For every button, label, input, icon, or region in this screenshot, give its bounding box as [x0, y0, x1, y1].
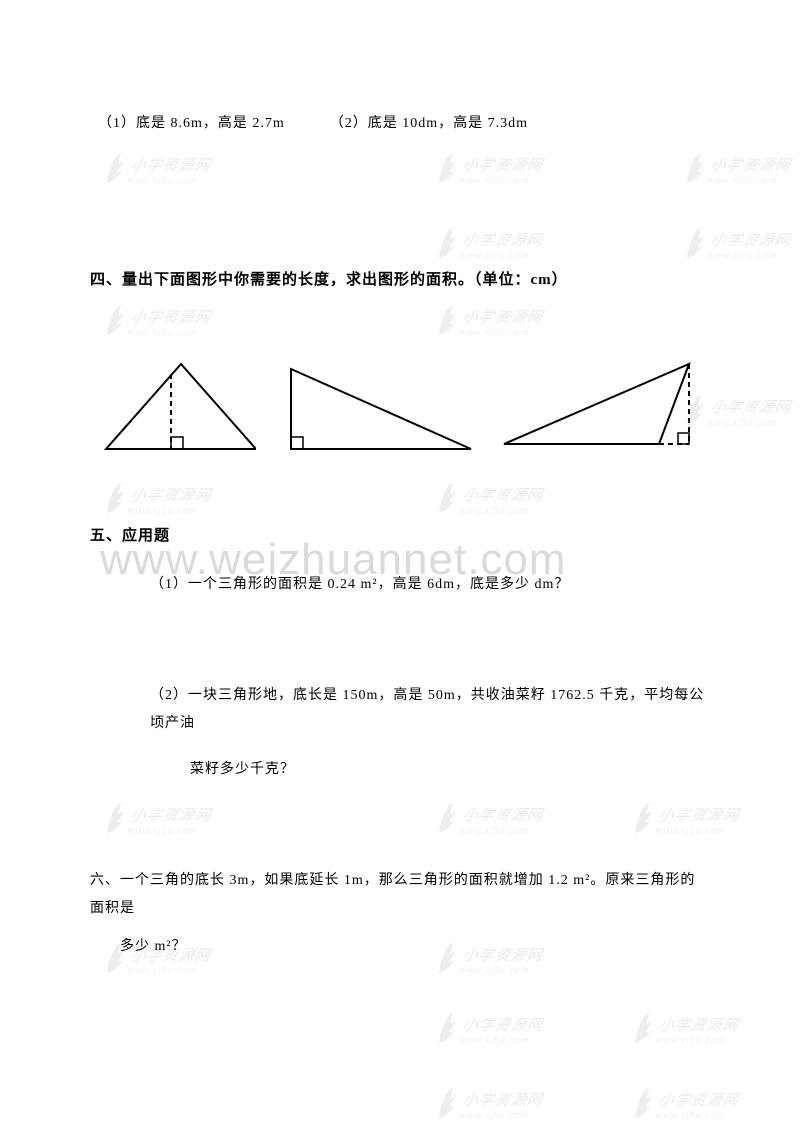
q5-2-line1: （2）一块三角形地，底长是 150m，高是 50m，共收油菜籽 1762.5 千…	[90, 682, 710, 738]
triangles-row	[96, 349, 710, 459]
triangle-scalene	[494, 349, 710, 459]
section-4-title: 四、量出下面图形中你需要的长度，求出图形的面积。（单位：cm）	[90, 268, 710, 289]
problem-1: （1）底是 8.6m，高是 2.7m	[98, 116, 285, 131]
triangle-isoceles	[96, 354, 256, 459]
section-6-line2: 多少 m²？	[90, 933, 710, 961]
q5-2-line2: 菜籽多少千克？	[90, 756, 710, 784]
triangle-right	[276, 359, 474, 459]
section-6-line1: 六、一个三角的底长 3m，如果底延长 1m，那么三角形的面积就增加 1.2 m²…	[90, 867, 710, 923]
q5-1: （1）一个三角形的面积是 0.24 m²，高是 6dm，底是多少 dm？	[90, 571, 710, 599]
row-problem-1-2: （1）底是 8.6m，高是 2.7m （2）底是 10dm，高是 7.3dm	[90, 110, 710, 138]
problem-2: （2）底是 10dm，高是 7.3dm	[330, 116, 528, 131]
section-5-title: 五、应用题	[90, 524, 710, 545]
